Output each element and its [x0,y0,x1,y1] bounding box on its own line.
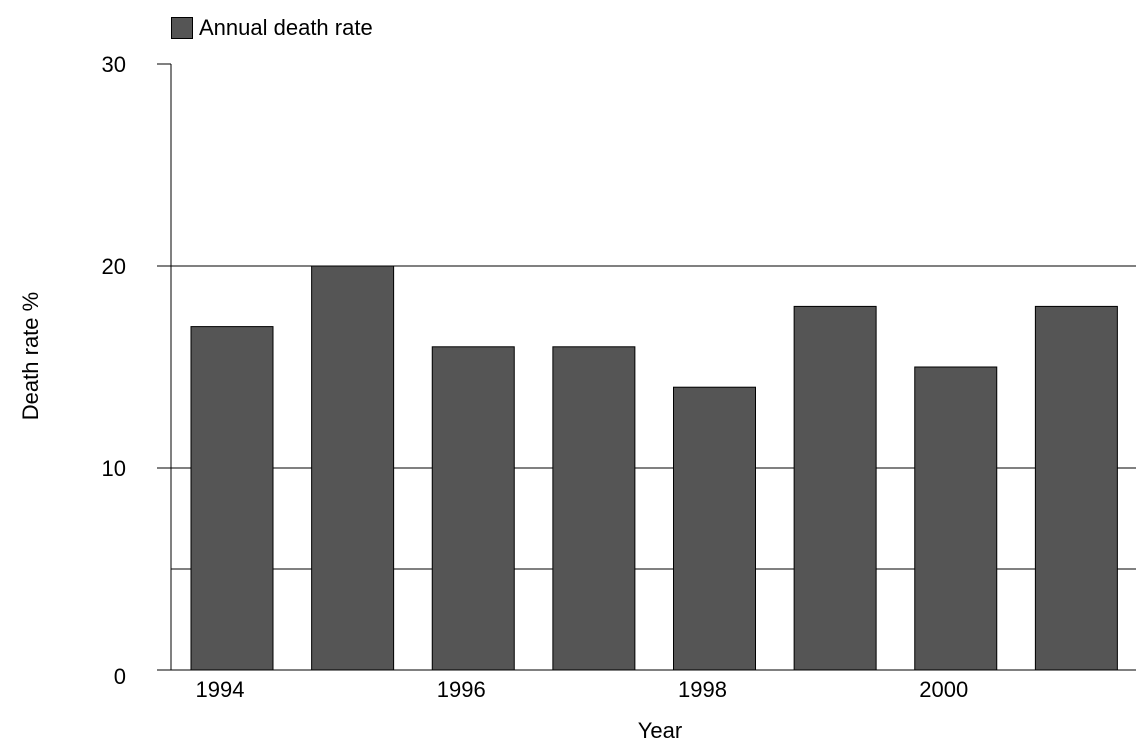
x-tick-label: 1996 [437,677,486,702]
x-tick-label: 1998 [678,677,727,702]
bar-2000 [914,366,998,671]
y-tick-label: 30 [102,52,126,77]
bar-1997 [552,346,636,671]
x-axis-label: Year [637,718,683,743]
axes [157,63,1136,671]
x-tick-label: 1994 [196,677,245,702]
bar-1995 [311,265,395,671]
legend-label: Annual death rate [199,15,373,40]
legend: Annual death rate [171,17,373,39]
bar-1998 [673,386,756,671]
y-tick-label: 0 [114,664,126,689]
tick-labels: 0 10 20 30 1994 1996 1998 2000 [102,52,969,702]
bar-1996 [431,346,515,671]
bar-1994 [190,326,274,671]
bar-2001 [1034,305,1118,671]
x-tick-label: 2000 [919,677,968,702]
bar-1999 [793,305,877,671]
y-axis-label: Death rate % [18,291,43,421]
legend-swatch [171,17,193,39]
bars [190,265,1118,671]
y-tick-label: 20 [102,254,126,279]
y-tick-label: 10 [102,456,126,481]
